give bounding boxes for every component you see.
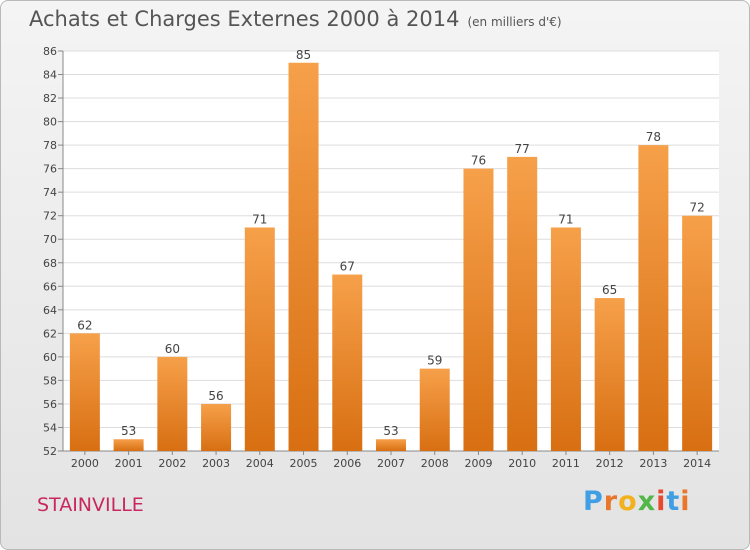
chart-unit: (en milliers d'€) <box>467 15 562 29</box>
bar-2013 <box>638 145 669 451</box>
x-tick-label-2014: 2014 <box>683 457 711 470</box>
x-tick-label-2010: 2010 <box>508 457 536 470</box>
bar-2005 <box>288 62 319 451</box>
y-tick-label: 60 <box>43 351 57 364</box>
x-tick-label-2000: 2000 <box>71 457 99 470</box>
chart-title-text: Achats et Charges Externes 2000 à 2014 <box>29 7 460 31</box>
y-tick-label: 74 <box>43 186 57 199</box>
data-label-2014: 72 <box>689 201 704 215</box>
x-tick-label-2004: 2004 <box>246 457 274 470</box>
x-tick-label-2007: 2007 <box>377 457 405 470</box>
logo-letter: r <box>603 486 619 517</box>
data-label-2009: 76 <box>471 154 486 168</box>
bar-2003 <box>201 403 232 451</box>
x-tick-label-2011: 2011 <box>552 457 580 470</box>
data-label-2004: 71 <box>252 212 267 226</box>
data-label-2012: 65 <box>602 283 617 297</box>
bar-2001 <box>113 439 144 451</box>
y-tick-label: 56 <box>43 398 57 411</box>
y-tick-label: 82 <box>43 92 57 105</box>
bar-2004 <box>244 227 275 451</box>
y-tick-label: 72 <box>43 210 57 223</box>
bar-2014 <box>682 215 713 451</box>
data-label-2006: 67 <box>340 260 355 274</box>
bar-2000 <box>69 333 100 451</box>
logo-letter: i <box>680 486 691 517</box>
bar-2012 <box>594 298 625 451</box>
bar-2002 <box>157 356 188 451</box>
bar-2010 <box>507 156 538 451</box>
data-label-2000: 62 <box>77 318 92 332</box>
bar-2008 <box>419 368 450 451</box>
bar-2009 <box>463 168 494 451</box>
data-label-2003: 56 <box>208 389 223 403</box>
place-name: STAINVILLE <box>37 494 144 516</box>
y-tick-label: 62 <box>43 327 57 340</box>
y-tick-label: 78 <box>43 139 57 152</box>
data-label-2010: 77 <box>515 142 530 156</box>
data-label-2011: 71 <box>558 212 573 226</box>
y-tick-label: 54 <box>43 421 57 434</box>
y-tick-label: 76 <box>43 163 57 176</box>
proxiti-logo: Proxiti <box>583 486 691 517</box>
x-tick-label-2003: 2003 <box>202 457 230 470</box>
y-tick-label: 84 <box>43 69 57 82</box>
data-label-2013: 78 <box>646 130 661 144</box>
data-label-2008: 59 <box>427 354 442 368</box>
x-tick-label-2002: 2002 <box>158 457 186 470</box>
data-label-2001: 53 <box>121 424 136 438</box>
data-label-2007: 53 <box>383 424 398 438</box>
bar-2007 <box>376 439 406 451</box>
data-label-2002: 60 <box>165 342 180 356</box>
x-tick-label-2006: 2006 <box>333 457 361 470</box>
bar-2011 <box>550 227 581 451</box>
chart-title: Achats et Charges Externes 2000 à 2014 (e… <box>29 7 562 31</box>
y-tick-label: 58 <box>43 374 57 387</box>
x-tick-label-2013: 2013 <box>639 457 667 470</box>
data-label-2005: 85 <box>296 48 311 62</box>
bar-2006 <box>332 274 363 451</box>
x-tick-label-2012: 2012 <box>596 457 624 470</box>
x-tick-label-2008: 2008 <box>421 457 449 470</box>
x-tick-label-2005: 2005 <box>290 457 318 470</box>
logo-letter: x <box>637 486 657 517</box>
x-tick-label-2001: 2001 <box>115 457 143 470</box>
y-tick-label: 52 <box>43 445 57 458</box>
logo-letter: P <box>583 486 604 517</box>
x-tick-label-2009: 2009 <box>464 457 492 470</box>
logo-letter: i <box>656 486 667 517</box>
y-tick-label: 80 <box>43 116 57 129</box>
y-tick-label: 68 <box>43 257 57 270</box>
y-tick-label: 64 <box>43 304 57 317</box>
y-tick-label: 70 <box>43 233 57 246</box>
logo-letter: t <box>666 486 681 517</box>
logo-letter: o <box>618 486 638 517</box>
y-tick-label: 86 <box>43 45 57 58</box>
y-tick-label: 66 <box>43 280 57 293</box>
